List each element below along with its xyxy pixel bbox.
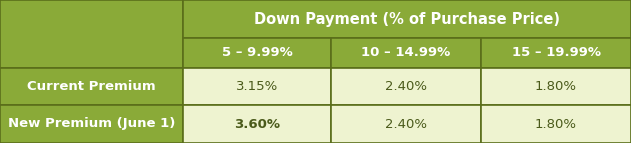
Bar [331,68,481,105]
Bar [183,68,331,105]
Bar [331,105,481,143]
Bar [481,105,631,143]
Bar [183,38,331,68]
Bar [0,68,183,105]
Bar [331,38,481,68]
Bar [0,0,183,68]
Text: Current Premium: Current Premium [27,80,156,93]
Bar [183,105,331,143]
Text: 15 – 19.99%: 15 – 19.99% [512,46,601,59]
Bar [183,0,631,38]
Bar [0,105,183,143]
Text: 10 – 14.99%: 10 – 14.99% [362,46,451,59]
Text: 3.15%: 3.15% [236,80,278,93]
Bar [481,68,631,105]
Bar [481,38,631,68]
Text: Down Payment (% of Purchase Price): Down Payment (% of Purchase Price) [254,11,560,26]
Text: 2.40%: 2.40% [385,118,427,131]
Text: 1.80%: 1.80% [535,80,577,93]
Text: 3.60%: 3.60% [234,118,280,131]
Text: 5 – 9.99%: 5 – 9.99% [221,46,292,59]
Text: New Premium (June 1): New Premium (June 1) [8,118,175,131]
Text: 1.80%: 1.80% [535,118,577,131]
Text: 2.40%: 2.40% [385,80,427,93]
